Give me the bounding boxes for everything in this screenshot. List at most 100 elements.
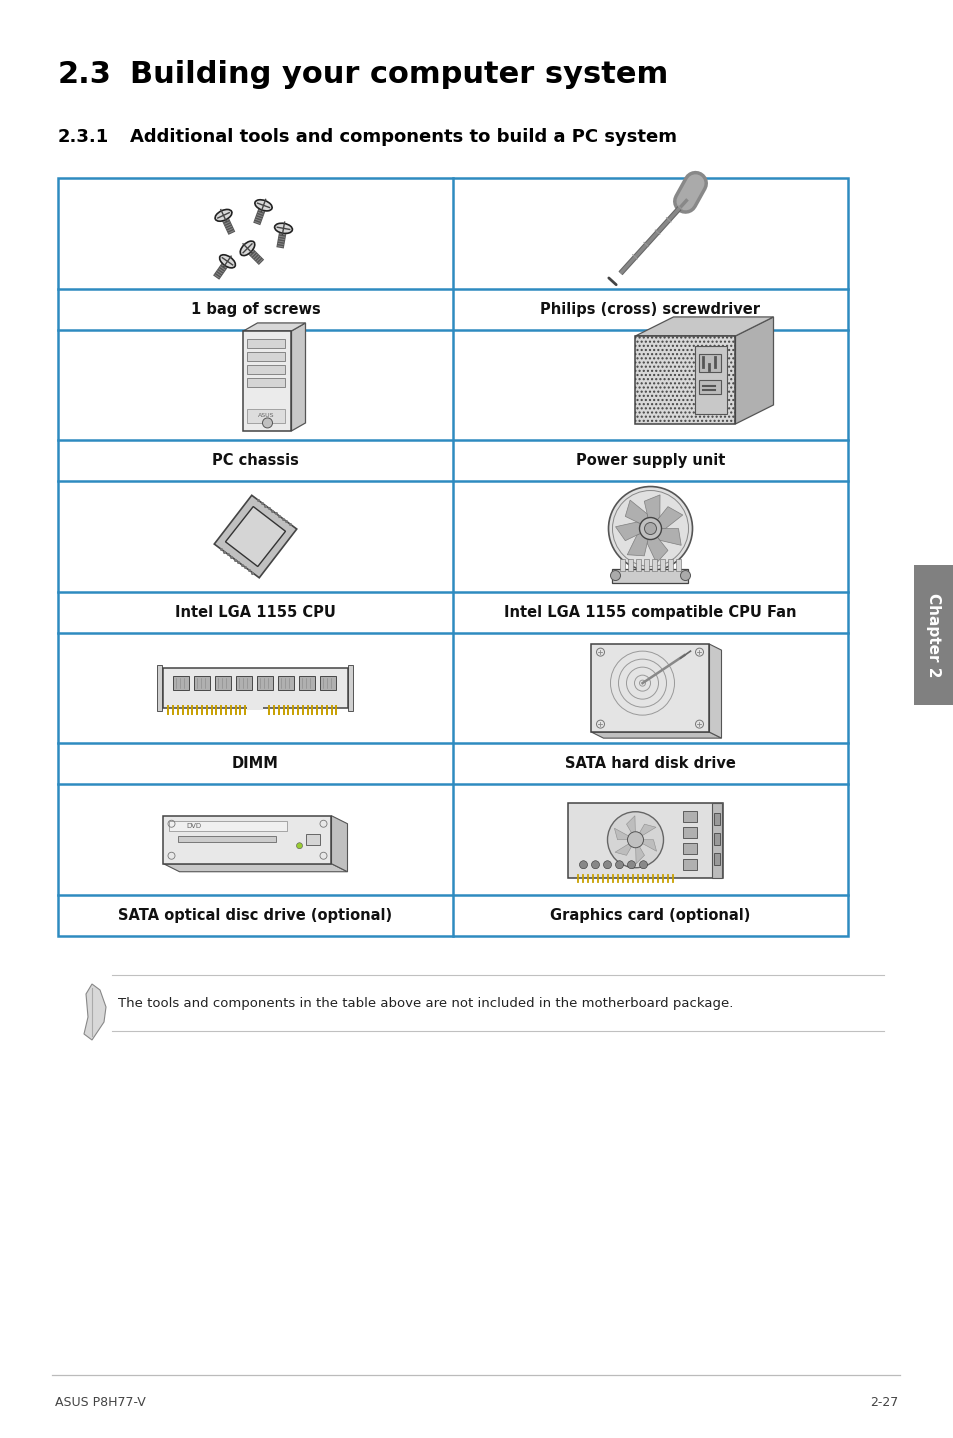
Bar: [619, 558, 625, 571]
Ellipse shape: [219, 255, 235, 267]
Circle shape: [615, 861, 623, 869]
Bar: [636, 558, 640, 571]
Polygon shape: [735, 316, 773, 424]
Bar: [58, 178, 847, 936]
Bar: [247, 352, 285, 361]
Text: Intel LGA 1155 CPU: Intel LGA 1155 CPU: [175, 605, 335, 620]
Polygon shape: [614, 828, 635, 840]
Bar: [257, 676, 274, 690]
Bar: [247, 378, 285, 387]
Circle shape: [607, 811, 662, 867]
Bar: [178, 835, 276, 841]
Circle shape: [578, 861, 587, 869]
Text: SATA hard disk drive: SATA hard disk drive: [564, 756, 735, 771]
Bar: [320, 676, 336, 690]
Bar: [568, 802, 722, 877]
Circle shape: [639, 518, 660, 539]
Bar: [682, 827, 697, 838]
Bar: [676, 558, 680, 571]
Circle shape: [262, 418, 273, 429]
Bar: [215, 676, 232, 690]
Ellipse shape: [254, 200, 272, 211]
Polygon shape: [650, 529, 680, 545]
Bar: [591, 644, 709, 732]
Text: Intel LGA 1155 compatible CPU Fan: Intel LGA 1155 compatible CPU Fan: [504, 605, 796, 620]
Bar: [157, 666, 162, 712]
Bar: [913, 565, 953, 705]
Polygon shape: [292, 324, 305, 431]
Bar: [659, 558, 665, 571]
Bar: [699, 380, 720, 394]
Text: SATA optical disc drive (optional): SATA optical disc drive (optional): [118, 907, 392, 923]
Bar: [668, 558, 673, 571]
Bar: [247, 702, 263, 710]
Polygon shape: [650, 506, 682, 529]
Polygon shape: [643, 495, 659, 529]
Bar: [247, 408, 285, 423]
Bar: [652, 558, 657, 571]
Polygon shape: [646, 529, 667, 564]
Bar: [173, 676, 190, 690]
Bar: [236, 676, 253, 690]
Bar: [714, 853, 720, 864]
Text: Additional tools and components to build a PC system: Additional tools and components to build…: [130, 128, 677, 147]
Bar: [682, 843, 697, 854]
Circle shape: [603, 861, 611, 869]
Text: DVD: DVD: [186, 823, 201, 828]
Bar: [247, 365, 285, 374]
Bar: [243, 331, 292, 431]
Bar: [628, 558, 633, 571]
Text: DIMM: DIMM: [232, 756, 278, 771]
Ellipse shape: [274, 223, 293, 233]
Circle shape: [608, 486, 692, 571]
Ellipse shape: [240, 242, 254, 256]
Circle shape: [627, 831, 643, 848]
Bar: [247, 339, 285, 348]
Circle shape: [639, 861, 647, 869]
Polygon shape: [591, 732, 720, 738]
Bar: [306, 834, 320, 844]
Polygon shape: [624, 500, 650, 529]
Text: Power supply unit: Power supply unit: [576, 453, 724, 469]
Bar: [644, 558, 649, 571]
Bar: [170, 821, 287, 831]
Polygon shape: [627, 529, 650, 557]
Circle shape: [610, 571, 619, 581]
Text: 2-27: 2-27: [869, 1395, 897, 1408]
Text: Philips (cross) screwdriver: Philips (cross) screwdriver: [540, 302, 760, 316]
Bar: [194, 676, 211, 690]
Polygon shape: [615, 840, 635, 856]
Text: 1 bag of screws: 1 bag of screws: [191, 302, 320, 316]
Polygon shape: [225, 506, 285, 567]
Bar: [163, 815, 331, 864]
Text: The tools and components in the table above are not included in the motherboard : The tools and components in the table ab…: [118, 997, 733, 1009]
Bar: [635, 336, 735, 424]
Bar: [163, 669, 348, 707]
Bar: [714, 833, 720, 844]
Polygon shape: [635, 840, 656, 851]
Text: ASUS P8H77-V: ASUS P8H77-V: [55, 1395, 146, 1408]
Text: 2.3.1: 2.3.1: [58, 128, 110, 147]
Text: Chapter 2: Chapter 2: [925, 592, 941, 677]
Text: 2.3: 2.3: [58, 60, 112, 89]
Circle shape: [591, 861, 598, 869]
Polygon shape: [635, 824, 656, 840]
Text: Graphics card (optional): Graphics card (optional): [550, 907, 750, 923]
Circle shape: [627, 861, 635, 869]
Text: Building your computer system: Building your computer system: [130, 60, 667, 89]
Polygon shape: [331, 815, 347, 871]
Bar: [712, 802, 721, 877]
Text: ASUS: ASUS: [258, 414, 274, 418]
Polygon shape: [243, 324, 305, 331]
Polygon shape: [214, 495, 296, 578]
Polygon shape: [615, 522, 650, 541]
Polygon shape: [709, 644, 720, 738]
Polygon shape: [84, 984, 106, 1040]
Bar: [299, 676, 315, 690]
Bar: [699, 354, 720, 372]
Polygon shape: [635, 840, 644, 864]
Ellipse shape: [214, 210, 232, 221]
Bar: [695, 347, 727, 414]
Circle shape: [296, 843, 302, 848]
Bar: [278, 676, 294, 690]
